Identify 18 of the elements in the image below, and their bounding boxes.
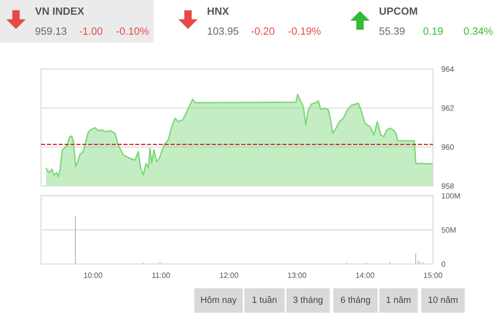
text: -0.19% [288,27,321,35]
text: 55.39 [379,27,405,35]
text: 6 tháng [340,296,370,305]
text: 1 năm [386,296,410,303]
text: Hôm nay [201,296,237,305]
text: 3 tháng [293,296,322,305]
text: -1.00 [79,27,102,35]
text: 1 tuần [252,296,276,303]
text: 0.19 [423,27,443,35]
text: UPCOM [380,7,418,15]
text: -0.10% [116,27,149,35]
text: VN INDEX [35,8,84,15]
text: HNX [208,8,229,15]
text: 103.95 [208,27,238,35]
text: 10 năm [428,296,458,303]
text: 0.34% [464,27,493,35]
text: -0.20 [251,27,274,35]
text: 959.13 [35,27,66,35]
